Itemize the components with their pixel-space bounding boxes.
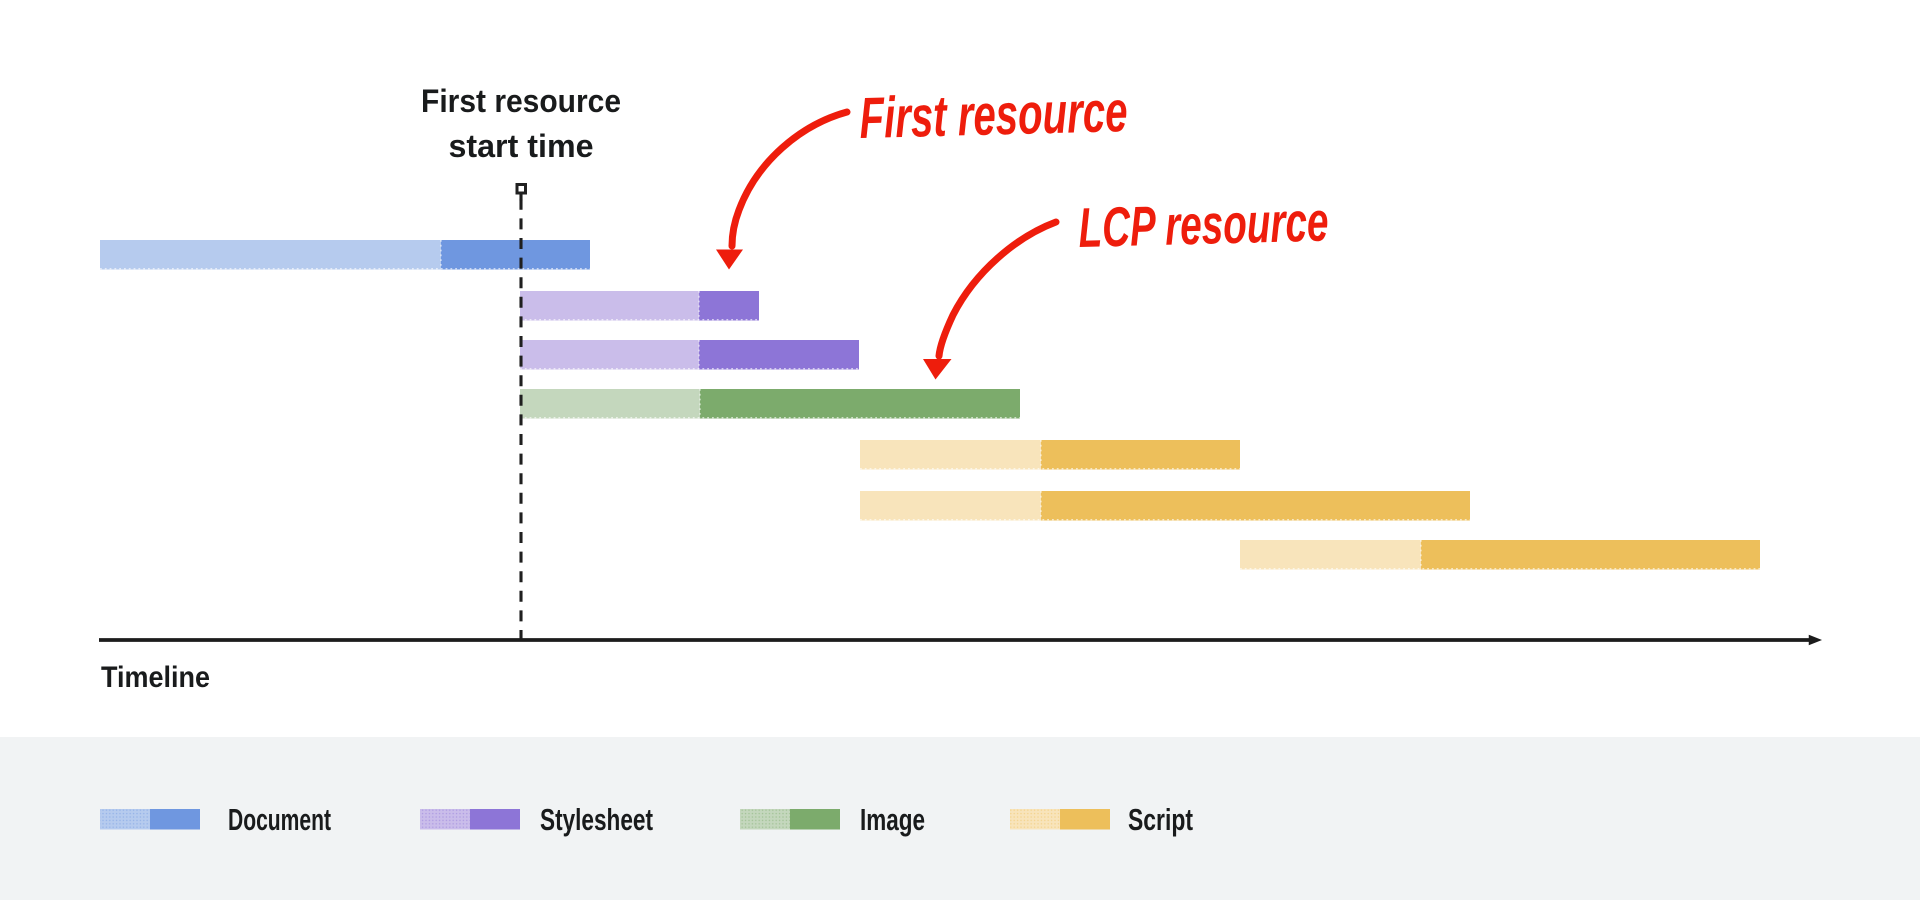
svg-text:Document: Document bbox=[228, 802, 331, 837]
svg-text:Script: Script bbox=[1128, 802, 1193, 837]
svg-text:Timeline: Timeline bbox=[101, 661, 210, 694]
svg-text:Image: Image bbox=[860, 802, 925, 837]
svg-text:start time: start time bbox=[449, 128, 594, 164]
svg-text:First resource: First resource bbox=[421, 83, 621, 119]
svg-text:Stylesheet: Stylesheet bbox=[540, 802, 653, 837]
svg-text:First resource: First resource bbox=[859, 79, 1129, 151]
svg-text:LCP resource: LCP resource bbox=[1078, 189, 1330, 259]
